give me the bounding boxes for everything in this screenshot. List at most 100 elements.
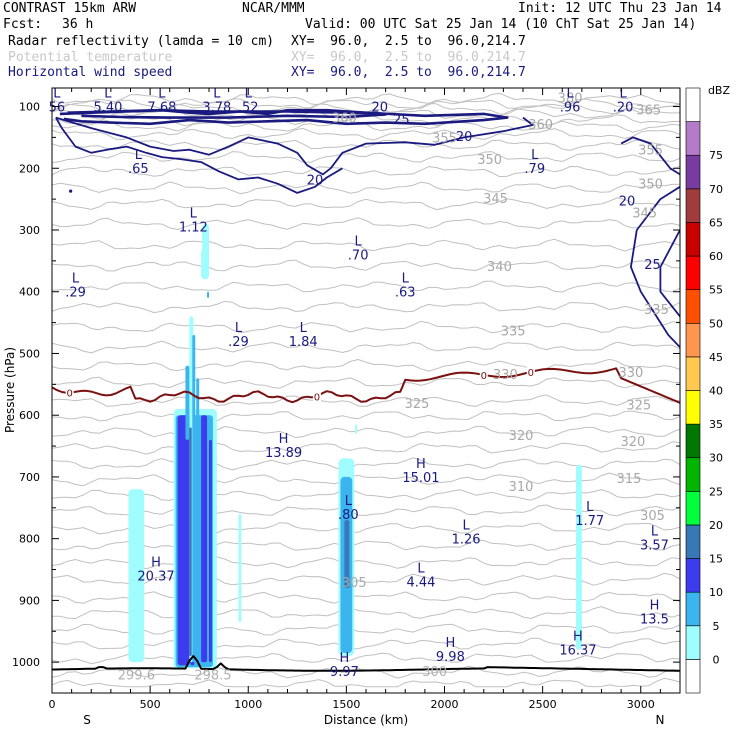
extremum-value: .52 [238,100,259,115]
theta-contour [52,259,680,272]
extremum-value: 5.40 [93,100,122,115]
colorbar: 0 5 10 15 20 25 30 35 40 45 50 55 60 65 70 75 dBZ [685,84,730,694]
theta-label: 325 [626,399,651,414]
freezing-level-line [52,367,680,404]
forecast-hour: 36 h [62,17,94,32]
colorbar-segment [685,625,701,660]
theta-contour [52,591,680,604]
colorbar-segment [685,423,701,459]
extremum-value: 298.5 [194,668,231,683]
terrain-surface [52,655,680,672]
extremum-symbol: L [462,518,470,533]
wind-contour [630,186,680,348]
extremum-symbol: H [573,630,583,645]
terrain-line [52,655,680,672]
colorbar-tick-label: 5 [713,620,720,633]
theta-label: 360 [528,118,553,133]
colorbar-tick-label: 10 [709,586,723,599]
theta-label: 355 [638,144,663,159]
theta-label: 360 [332,112,357,127]
plot-frame [51,87,681,694]
freezing-label: 0 [314,393,320,404]
freezing-label-bg [479,368,488,380]
extremum-symbol: L [417,562,425,577]
theta-contour [52,394,680,407]
theta-contour [52,320,680,334]
y-tick-label: 900 [19,594,40,607]
wind-label: 25 [644,258,661,273]
x-tick-label: 1000 [234,698,262,711]
colorbar-segment [685,188,701,223]
colorbar-tick-label: 35 [709,418,723,431]
theta-contour [52,606,680,620]
extremum-value: .96 [560,100,581,115]
reflectivity-cell [177,415,190,666]
init-time: Init: 12 UTC Thu 23 Jan 14 [518,1,722,16]
theta-label: 315 [617,472,642,487]
colorbar-segment [685,356,701,391]
theta-contour [52,488,680,501]
extremum-symbol: L [345,494,353,509]
freezing-label: 0 [66,389,72,400]
x-tick-label: 1500 [332,698,360,711]
colorbar-tick-label: 65 [709,216,723,229]
extremum-symbol: H [650,599,660,614]
theta-contour [52,410,680,422]
extremum-symbol: L [190,207,198,222]
extremum-value: 9.98 [436,650,465,665]
extremum-symbol: L [566,86,574,101]
extremum-value: 16.37 [559,644,596,659]
theta-label: 325 [405,397,430,412]
theta-contour [52,556,680,570]
extremum-symbol: L [531,148,539,163]
theta-contour [52,652,680,666]
extremum-symbol: L [53,86,61,101]
x-tick-label: 3000 [627,698,655,711]
theta-contour [52,677,680,688]
theta-contour [52,139,680,151]
wind-contour [620,136,680,176]
colorbar-segment [685,591,701,627]
theta-contour [52,98,680,111]
theta-label: 310 [509,480,534,495]
extremum-value: 3.78 [202,100,231,115]
extremum-symbol: L [355,235,363,250]
field-reflectivity-name: Radar reflectivity (lamda = 10 cm) [8,34,275,49]
theta-label: 335 [644,303,669,318]
colorbar-segment [685,255,701,290]
theta-contour [52,457,680,471]
theta-contour [52,340,680,354]
theta-label: 335 [501,325,526,340]
theta-contour [52,376,680,389]
extremum-symbol: L [402,272,410,287]
reflectivity-cell [344,520,350,589]
extremum-symbol: H [445,636,455,651]
extremum-symbol: H [279,432,289,447]
wind-speed-contours [55,108,680,348]
theta-contour [52,181,680,195]
theta-label: 320 [620,435,645,450]
reflectivity-cell [355,424,358,434]
reflectivity-cell [207,291,209,298]
theta-contour [52,358,680,372]
theta-contour [52,539,680,551]
extremum-value: 1.77 [575,514,604,529]
x-tick-label: 2000 [431,698,459,711]
freezing-label: 0 [528,368,534,379]
theta-label: 320 [509,429,534,444]
valid-time: Valid: 00 UTC Sat 25 Jan 14 (10 ChT Sat … [305,17,697,32]
colorbar-tick-label: 50 [709,317,723,330]
theta-contour [52,441,680,455]
colorbar-segment [685,154,701,190]
theta-contour [52,472,680,487]
wind-label: 25 [393,113,410,128]
contour-labels: 380 365 360 360 355 355 350 350 345 345 340 335 335 3… [49,86,669,683]
theta-contour [52,238,680,252]
extremum-value: .65 [128,162,149,177]
extremum-value: 299.6 [118,668,155,683]
theta-contour [52,127,680,141]
reflectivity-cell [575,464,582,650]
center-name: NCAR/MMM [242,1,305,16]
colorbar-tick-label: 30 [709,452,723,465]
extremum-value: 20.37 [137,570,174,585]
